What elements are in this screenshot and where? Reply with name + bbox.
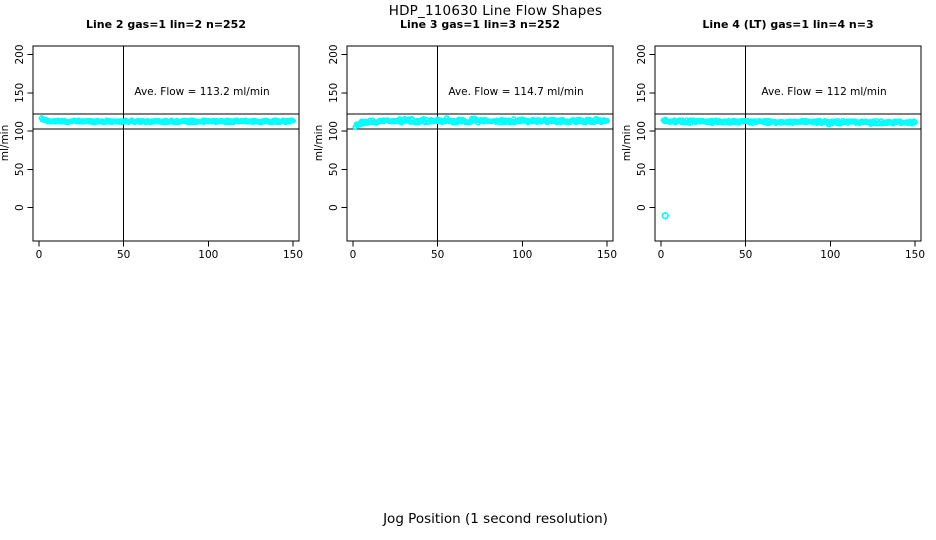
- x-tick-label: 0: [350, 249, 357, 261]
- data-point-band: [660, 116, 918, 128]
- x-tick-label: 50: [431, 249, 444, 261]
- panel-title-line4: Line 4 (LT) gas=1 lin=4 n=3: [702, 18, 874, 31]
- ave-flow-annotation: Ave. Flow = 112 ml/min: [761, 86, 886, 98]
- data-point: [290, 118, 296, 124]
- y-tick-label: 100: [328, 121, 340, 141]
- y-tick-label: 150: [636, 83, 648, 103]
- y-tick-label: 200: [328, 44, 340, 64]
- x-tick-label: 100: [512, 249, 532, 261]
- panel-line4: Line 4 (LT) gas=1 lin=4 n=3 0 50 100 150 200…: [622, 18, 934, 283]
- plot-area-line3: 0 50 100 150 200 0 50 100 150 ml/min Ave. Flow =…: [314, 44, 617, 261]
- data-point-band: [38, 115, 296, 126]
- y-axis-label: ml/min: [0, 125, 11, 161]
- ave-flow-annotation: Ave. Flow = 113.2 ml/min: [134, 86, 269, 98]
- data-point: [604, 117, 610, 124]
- y-tick-label: 50: [636, 163, 648, 176]
- x-tick-label: 150: [905, 249, 925, 261]
- x-tick-label: 150: [597, 249, 617, 261]
- x-tick-label: 0: [36, 249, 43, 261]
- y-tick-label: 0: [328, 204, 340, 211]
- panel-line2: Line 2 gas=1 lin=2 n=252 0 50 100 150 200 0 50…: [0, 18, 312, 283]
- y-tick-label: 150: [328, 83, 340, 103]
- y-axis-label: ml/min: [622, 125, 633, 161]
- plot-area-line4: 0 50 100 150 200 0 50 100 150 ml/min Ave. Flow =…: [622, 44, 925, 261]
- panel-title-line2: Line 2 gas=1 lin=2 n=252: [85, 18, 246, 31]
- x-tick-label: 100: [820, 249, 840, 261]
- y-tick-label: 0: [636, 204, 648, 211]
- y-tick-label: 150: [14, 83, 26, 103]
- plot-frame: [32, 45, 300, 242]
- panel-line3: Line 3 gas=1 lin=3 n=252 0 50 100 150 200 0 50…: [314, 18, 626, 283]
- ave-flow-annotation: Ave. Flow = 114.7 ml/min: [448, 86, 583, 98]
- y-tick-label: 50: [14, 163, 26, 176]
- y-axis-label: ml/min: [314, 125, 325, 161]
- y-tick-label: 100: [14, 121, 26, 141]
- x-axis-label: Jog Position (1 second resolution): [383, 511, 608, 527]
- plot-frame: [346, 45, 614, 242]
- outlier-point: [661, 212, 669, 220]
- data-point: [912, 119, 918, 126]
- y-tick-label: 0: [14, 204, 26, 211]
- plot-frame: [654, 45, 922, 242]
- data-point-band: [352, 115, 610, 130]
- x-tick-label: 150: [283, 249, 303, 261]
- plot-area-line2: 0 50 100 150 200 0 50 100 150 ml/min Ave. Flow =…: [0, 44, 303, 261]
- y-tick-label: 200: [636, 44, 648, 64]
- y-tick-label: 200: [14, 44, 26, 64]
- x-tick-label: 50: [117, 249, 130, 261]
- y-tick-label: 50: [328, 163, 340, 176]
- main-title: HDP_110630 Line Flow Shapes: [388, 3, 603, 19]
- x-tick-label: 100: [198, 249, 218, 261]
- x-tick-label: 50: [739, 249, 752, 261]
- panel-title-line3: Line 3 gas=1 lin=3 n=252: [399, 18, 560, 31]
- x-tick-label: 0: [658, 249, 665, 261]
- y-tick-label: 100: [636, 121, 648, 141]
